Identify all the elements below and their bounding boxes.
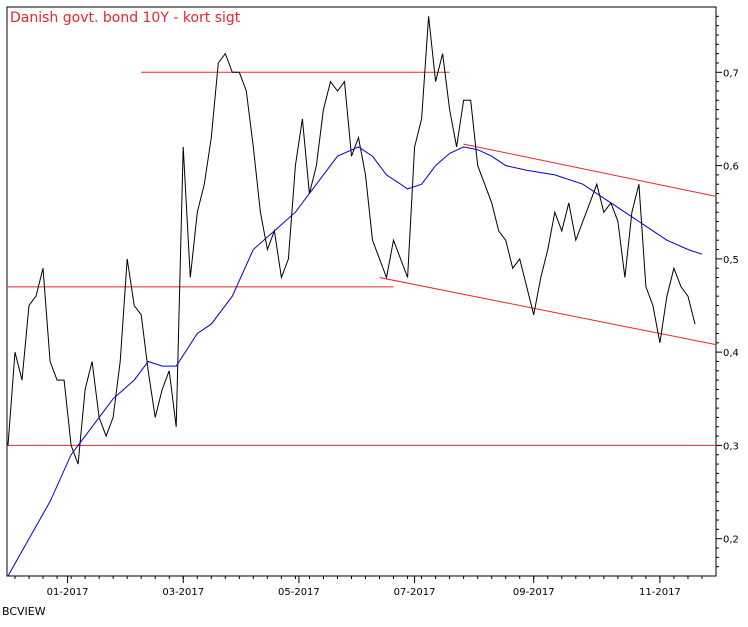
x-tick-label: 07-2017 xyxy=(394,587,436,598)
y-tick-label: 0,6 xyxy=(723,162,739,173)
x-tick-label: 09-2017 xyxy=(513,587,555,598)
trend-line-4 xyxy=(379,277,717,346)
chart-title: Danish govt. bond 10Y - kort sigt xyxy=(10,10,241,26)
series-line-0 xyxy=(7,16,696,465)
x-tick-label: 11-2017 xyxy=(639,587,681,598)
trend-line-3 xyxy=(463,143,717,197)
source-label: BCVIEW xyxy=(2,605,46,618)
x-tick-label: 05-2017 xyxy=(278,587,320,598)
series-line-1 xyxy=(7,146,703,577)
trend-lines xyxy=(8,71,717,446)
y-axis: 0,2 0,3 0,4 0,5 0,6 0,7 xyxy=(716,15,739,568)
x-tick-label: 01-2017 xyxy=(47,587,89,598)
series-lines xyxy=(7,16,703,577)
y-tick-label: 0,4 xyxy=(723,348,739,359)
x-axis: 01-2017 03-2017 05-2017 07-2017 09-2017 11-20… xyxy=(14,576,703,598)
y-tick-label: 0,2 xyxy=(723,535,739,546)
y-tick-label: 0,7 xyxy=(723,68,739,79)
y-tick-label: 0,5 xyxy=(723,255,739,266)
plot-area xyxy=(6,6,717,577)
x-tick-label: 03-2017 xyxy=(162,587,204,598)
y-tick-label: 0,3 xyxy=(723,441,739,452)
